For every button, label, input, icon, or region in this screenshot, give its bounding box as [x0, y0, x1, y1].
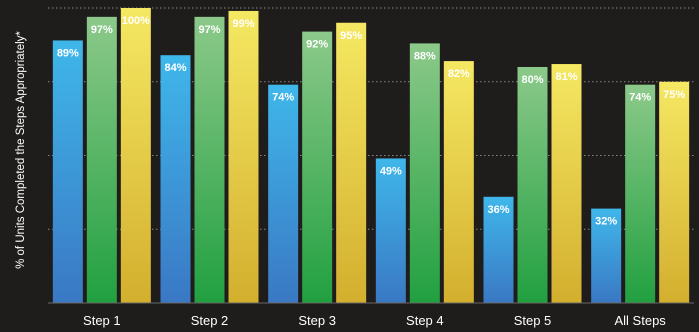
x-tick-label: Step 2	[191, 313, 229, 328]
bar-value-label: 84%	[164, 62, 186, 74]
y-axis-title: % of Units Completed the Steps Appropria…	[15, 31, 27, 269]
x-tick-label: Step 3	[298, 313, 336, 328]
bar-value-label: 36%	[487, 204, 509, 216]
bar-step-5-series-1	[483, 196, 514, 303]
bar-step-2-series-2	[194, 16, 225, 303]
bar-value-label: 95%	[340, 30, 362, 42]
bar-value-label: 80%	[521, 74, 543, 86]
bar-value-label: 92%	[306, 39, 328, 51]
bar-value-label: 97%	[91, 24, 113, 36]
bar-value-label: 32%	[595, 216, 617, 228]
bar-step-1-series-1	[52, 40, 83, 303]
bar-value-label: 88%	[414, 50, 436, 62]
bar-step-3-series-3	[336, 22, 367, 303]
x-tick-label: Step 4	[406, 313, 444, 328]
bar-step-5-series-3	[551, 64, 582, 303]
bar-step-1-series-2	[86, 16, 117, 303]
x-tick-label: Step 5	[514, 313, 552, 328]
bar-value-label: 100%	[122, 15, 150, 27]
bar-all-steps-series-2	[625, 84, 656, 303]
bar-value-label: 81%	[555, 71, 577, 83]
x-tick-label: All Steps	[615, 313, 667, 328]
bar-value-label: 97%	[198, 24, 220, 36]
bar-value-label: 74%	[629, 92, 651, 104]
bar-step-1-series-3	[120, 8, 151, 303]
bar-all-steps-series-3	[659, 81, 690, 303]
bar-step-4-series-3	[443, 61, 474, 303]
bar-step-2-series-3	[228, 10, 259, 303]
bar-step-5-series-2	[517, 67, 548, 303]
bar-value-label: 99%	[232, 18, 254, 30]
bar-value-label: 82%	[448, 68, 470, 80]
bar-step-3-series-1	[268, 84, 299, 303]
data-labels: 89% 97% 100% 84% 97% 99% 74% 92% 95% 49% 88% 82% 36%…	[57, 15, 686, 228]
bar-value-label: 75%	[663, 89, 685, 101]
bar-step-3-series-2	[302, 31, 333, 303]
bar-value-label: 49%	[380, 165, 402, 177]
bar-step-4-series-2	[409, 43, 440, 304]
x-tick-label: Step 1	[83, 313, 121, 328]
bar-step-4-series-1	[375, 158, 406, 303]
bar-step-2-series-1	[160, 55, 191, 304]
bar-all-steps-series-1	[591, 208, 622, 303]
bar-value-label: 74%	[272, 92, 294, 104]
x-tick-labels: Step 1 Step 2 Step 3 Step 4 Step 5 All Steps	[83, 313, 666, 328]
bar-value-label: 89%	[57, 47, 79, 59]
bars	[52, 8, 690, 304]
